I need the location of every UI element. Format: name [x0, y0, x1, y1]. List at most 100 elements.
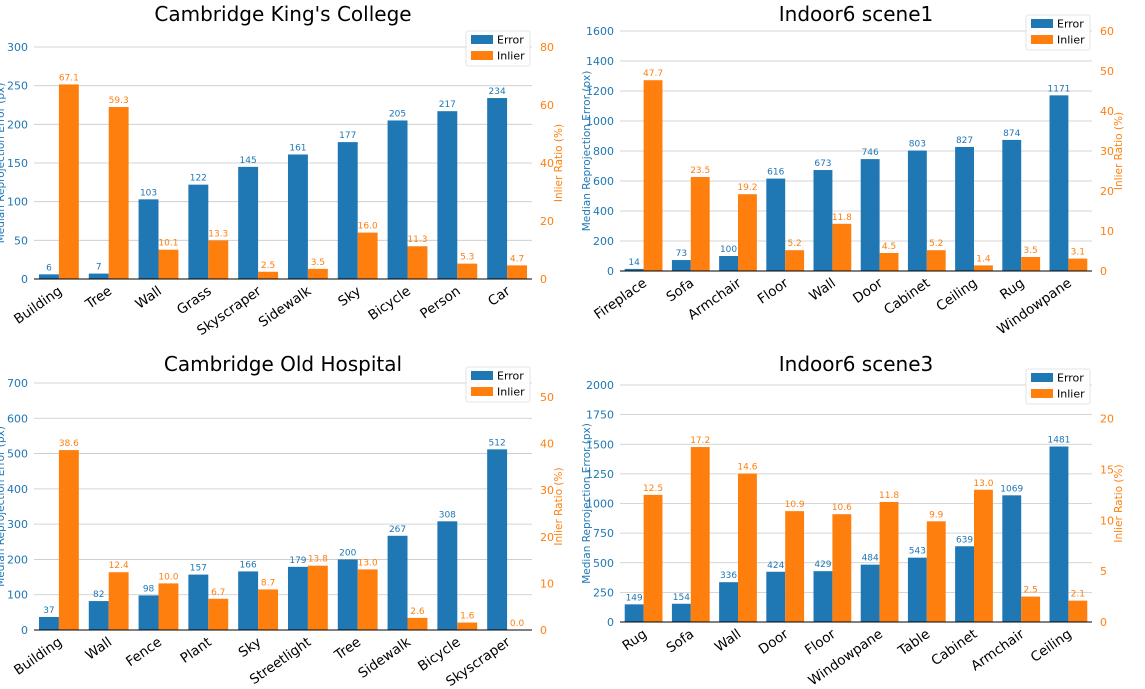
x-tick-label: Door	[756, 626, 792, 658]
y-tick-label: 600	[593, 175, 614, 188]
bar-inlier-6	[926, 250, 946, 271]
chart-panel-2: Cambridge Old Hospital010020030040050060…	[0, 352, 565, 689]
y2-tick-label: 15	[1100, 463, 1114, 476]
data-label-error: 14	[628, 258, 640, 268]
data-label-inlier: 10.1	[158, 239, 178, 249]
bar-inlier-7	[407, 246, 428, 279]
bar-inlier-7	[407, 617, 428, 630]
data-label-error: 234	[489, 87, 506, 97]
y-tick-label: 250	[7, 80, 28, 93]
x-tick-label: Ceiling	[1028, 626, 1075, 666]
bar-inlier-4	[258, 271, 279, 279]
chart-title: Cambridge Old Hospital	[164, 352, 402, 376]
chart-panel-3: Indoor6 scene3 0 250 500 750 1000 1250 1500 1750…	[581, 352, 1125, 689]
bar-inlier-6	[357, 569, 378, 630]
bar-inlier-8	[1021, 257, 1041, 271]
bar-inlier-2	[738, 194, 757, 271]
bar-error-8	[437, 521, 458, 630]
bar-error-1	[88, 601, 109, 630]
legend-label-inlier: Inlier	[1057, 34, 1085, 47]
bar-inlier-5	[307, 565, 328, 630]
data-label-inlier: 2.5	[1023, 586, 1037, 596]
bar-error-4	[238, 166, 259, 279]
y2-tick-label: 0	[1100, 265, 1107, 278]
data-label-inlier: 9.9	[929, 510, 944, 520]
data-label-inlier: 1.6	[460, 612, 475, 622]
data-label-error: 336	[720, 571, 737, 581]
data-label-inlier: 1.4	[976, 254, 991, 264]
bar-error-1	[88, 273, 109, 279]
bar-inlier-5	[879, 253, 899, 271]
y-tick-label: 250	[593, 586, 614, 599]
x-tick-label: Ceiling	[933, 275, 980, 315]
y2-tick-label: 40	[540, 157, 554, 170]
data-label-error: 82	[93, 590, 104, 600]
data-label-inlier: 13.0	[358, 558, 378, 568]
data-label-inlier: 5.3	[460, 253, 474, 263]
y-tick-label: 100	[7, 589, 28, 602]
data-label-error: 37	[43, 606, 54, 616]
bar-inlier-0	[643, 494, 663, 622]
y-tick-label: 1000	[586, 115, 614, 128]
data-label-inlier: 5.2	[787, 239, 801, 249]
data-label-inlier: 23.5	[690, 166, 710, 176]
x-tick-label: Table	[894, 626, 933, 660]
y-tick-label: 1250	[586, 468, 614, 481]
bar-error-2	[138, 595, 159, 630]
bar-inlier-3	[208, 598, 229, 630]
x-tick-label: Sidewalk	[256, 283, 315, 331]
data-label-inlier: 13.8	[308, 555, 328, 565]
x-tick-label: Grass	[174, 283, 215, 318]
data-label-inlier: 12.4	[109, 561, 129, 571]
chart-panel-1: Indoor6 scene102004006008001000120014001…	[581, 2, 1125, 338]
y-tick-label: 400	[593, 205, 614, 218]
data-label-error: 424	[767, 561, 784, 571]
data-label-inlier: 2.6	[410, 607, 425, 617]
bar-error-3	[188, 184, 209, 279]
bar-inlier-8	[457, 622, 478, 630]
data-label-error: 1069	[1000, 484, 1023, 494]
y-tick-label: 300	[7, 41, 28, 54]
y2-tick-label: 80	[540, 41, 554, 54]
data-label-error: 746	[862, 148, 879, 158]
data-label-error: 267	[389, 525, 406, 535]
data-label-error: 73	[676, 249, 687, 259]
data-label-inlier: 8.7	[261, 578, 275, 588]
bar-inlier-1	[108, 572, 129, 630]
bar-error-0	[38, 274, 59, 279]
data-label-error: 484	[862, 554, 879, 564]
bar-inlier-5	[307, 268, 328, 279]
bar-error-7	[387, 120, 408, 279]
legend-swatch-error	[471, 35, 493, 44]
data-label-inlier: 0.0	[510, 619, 525, 629]
x-tick-label: Fence	[123, 634, 165, 670]
legend-swatch-error	[1031, 19, 1053, 28]
bar-error-6	[907, 150, 927, 271]
y2-tick-label: 10	[1100, 225, 1114, 238]
data-label-error: 177	[339, 131, 356, 141]
data-label-inlier: 67.1	[59, 73, 79, 83]
y-tick-label: 50	[14, 234, 28, 247]
y2-tick-label: 10	[540, 577, 554, 590]
bar-inlier-6	[357, 232, 378, 279]
bar-error-0	[624, 268, 644, 271]
data-label-error: 205	[389, 109, 406, 119]
y2-tick-label: 60	[1100, 25, 1114, 38]
data-label-inlier: 11.3	[407, 235, 427, 245]
bar-error-4	[813, 571, 833, 622]
data-label-inlier: 59.3	[109, 96, 129, 106]
chart-title: Cambridge King's College	[154, 2, 411, 26]
data-label-error: 217	[439, 100, 456, 110]
x-tick-label: Wall	[806, 275, 838, 304]
bar-inlier-2	[158, 249, 179, 279]
y-tick-label: 0	[21, 273, 28, 286]
bar-error-9	[1049, 446, 1069, 622]
x-tick-label: Sidewalk	[355, 634, 414, 682]
data-label-inlier: 5.2	[929, 239, 943, 249]
legend-label-inlier: Inlier	[497, 50, 525, 63]
data-label-error: 512	[489, 438, 506, 448]
data-label-error: 166	[240, 560, 257, 570]
bar-inlier-8	[457, 263, 478, 279]
y2-tick-label: 60	[540, 99, 554, 112]
